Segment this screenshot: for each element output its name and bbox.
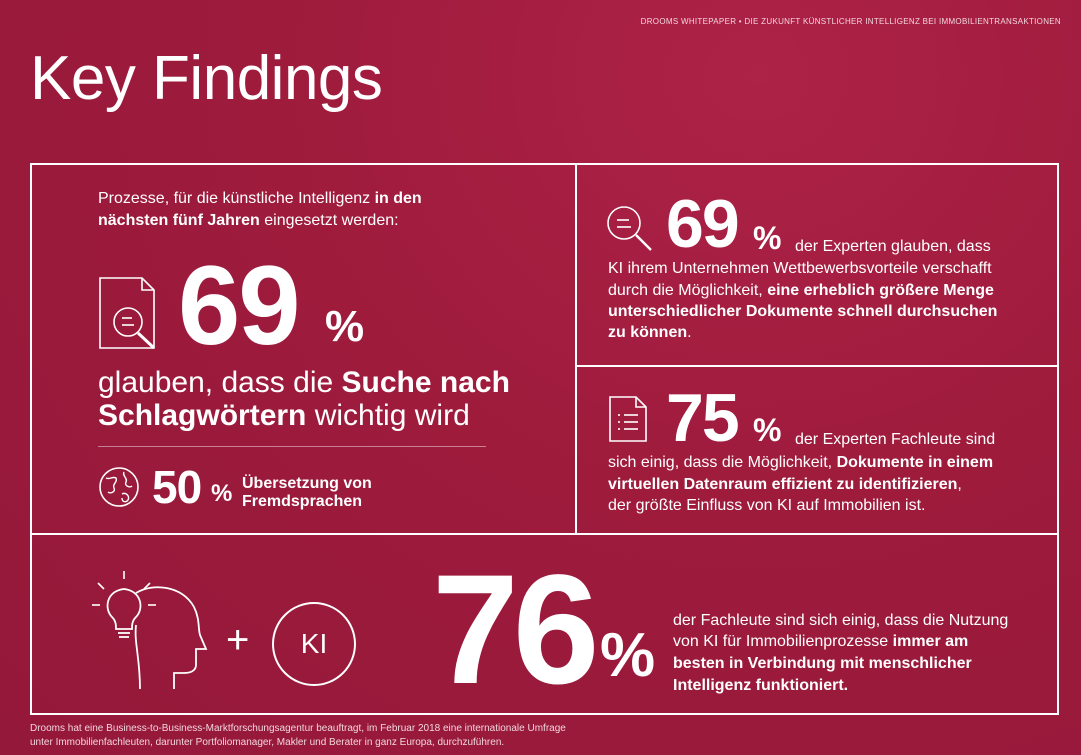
bottom-text-2a: von KI für Immobilienprozesse <box>673 633 893 650</box>
left-stat-line-2: Schlagwörtern wichtig wird <box>98 399 470 433</box>
ki-circle: KI <box>272 602 356 686</box>
left-stat-text-2: wichtig wird <box>306 399 470 432</box>
footnote: Drooms hat eine Business-to-Business-Mar… <box>30 722 566 750</box>
bottom-panel-frame <box>30 533 1059 715</box>
mid-right-text-4: der größte Einfluss von KI auf Immobilie… <box>608 497 926 514</box>
magnifier-icon <box>607 206 652 251</box>
plus-sign: + <box>226 618 250 662</box>
top-right-percent: % <box>753 220 782 256</box>
left-intro-bold: in den <box>374 190 422 207</box>
mid-right-text-3-end: , <box>957 476 962 493</box>
top-right-text-4: unterschiedlicher Dokumente schnell durc… <box>608 303 998 320</box>
ki-label: KI <box>300 628 328 659</box>
mid-right-text-2: sich einig, dass die Möglichkeit, Dokume… <box>608 452 993 473</box>
top-right-text-3: durch die Möglichkeit, eine erheblich gr… <box>608 280 994 301</box>
bottom-text-2: von KI für Immobilienprozesse immer am <box>673 631 968 652</box>
left-intro-bold-2: nächsten fünf Jahren <box>98 212 260 229</box>
left-intro-line-1: Prozesse, für die künstliche Intelligenz… <box>98 188 422 209</box>
left-stat-bold-1: Suche nach <box>341 366 510 399</box>
mid-right-text-3-bold: virtuellen Datenraum effizient zu identi… <box>608 476 958 493</box>
top-right-text-5-bold: zu können <box>608 324 688 341</box>
footnote-line-2: unter Immobilienfachleuten, darunter Por… <box>30 737 505 748</box>
top-right-text-3b: eine erheblich größere Menge <box>767 282 994 299</box>
bottom-text-3: besten in Verbindung mit menschlicher <box>673 655 972 672</box>
top-right-text-2: KI ihrem Unternehmen Wettbewerbsvorteile… <box>608 260 992 277</box>
left-small-text-2: Fremdsprachen <box>242 493 363 510</box>
bottom-text-4: Intelligenz funktioniert. <box>673 677 849 694</box>
bottom-number: 76 <box>432 543 600 717</box>
left-stat-bold-2: Schlagwörtern <box>98 399 307 432</box>
mid-right-text-1: der Experten Fachleute sind <box>795 431 996 448</box>
page-title: Key Findings <box>30 44 383 113</box>
left-intro-text: Prozesse, für die künstliche Intelligenz <box>98 190 375 207</box>
mid-right-text-2a: sich einig, dass die Möglichkeit, <box>608 454 837 471</box>
top-right-number: 69 <box>666 186 740 262</box>
footnote-line-1: Drooms hat eine Business-to-Business-Mar… <box>30 723 566 734</box>
left-intro-line-2: nächsten fünf Jahren eingesetzt werden: <box>98 210 399 231</box>
mid-right-text-3: virtuellen Datenraum effizient zu identi… <box>608 474 962 495</box>
document-list-icon <box>609 396 647 442</box>
human-head-lightbulb-icon <box>92 571 208 690</box>
top-right-text-5-end: . <box>687 324 692 341</box>
top-right-text-1: der Experten glauben, dass <box>795 238 991 255</box>
document-header: DROOMS WHITEPAPER • DIE ZUKUNFT KÜNSTLIC… <box>640 17 1061 26</box>
left-small-text-1: Übersetzung von <box>242 475 372 492</box>
mid-right-number: 75 <box>666 380 740 456</box>
left-small-number: 50 <box>152 461 202 513</box>
mid-right-percent: % <box>753 412 782 448</box>
bottom-text-1: der Fachleute sind sich einig, dass die … <box>673 612 1009 629</box>
left-percent: % <box>325 302 365 351</box>
left-intro-text-2: eingesetzt werden: <box>259 212 399 229</box>
bottom-percent: % <box>600 621 656 690</box>
mid-right-text-2b: Dokumente in einem <box>836 454 994 471</box>
left-stat-line-1: glauben, dass die Suche nach <box>98 366 510 400</box>
left-divider <box>98 446 486 447</box>
left-small-percent: % <box>211 480 233 507</box>
left-stat-text-1: glauben, dass die <box>98 366 342 399</box>
document-search-icon <box>99 277 156 350</box>
left-big-number: 69 <box>178 243 301 368</box>
top-right-text-5: zu können. <box>608 322 692 343</box>
top-right-text-3a: durch die Möglichkeit, <box>608 282 768 299</box>
bottom-text-2b: immer am <box>892 633 969 650</box>
globe-icon <box>99 467 139 507</box>
